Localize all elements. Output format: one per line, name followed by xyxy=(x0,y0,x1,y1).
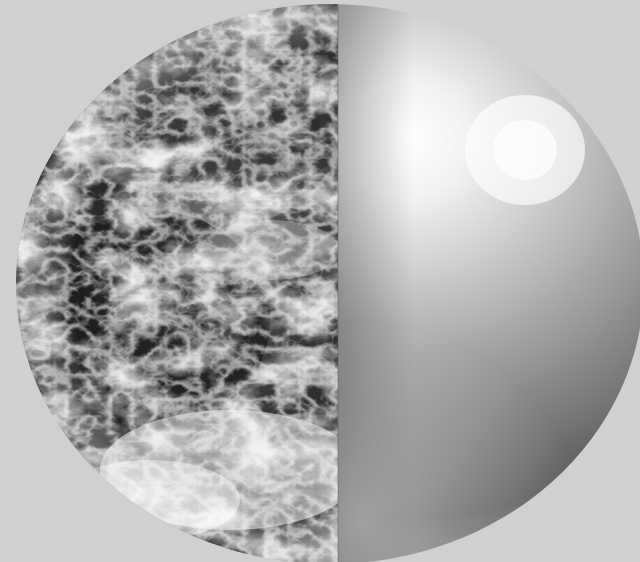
image-scene xyxy=(16,4,640,562)
split-sphere-graphic xyxy=(16,4,640,562)
